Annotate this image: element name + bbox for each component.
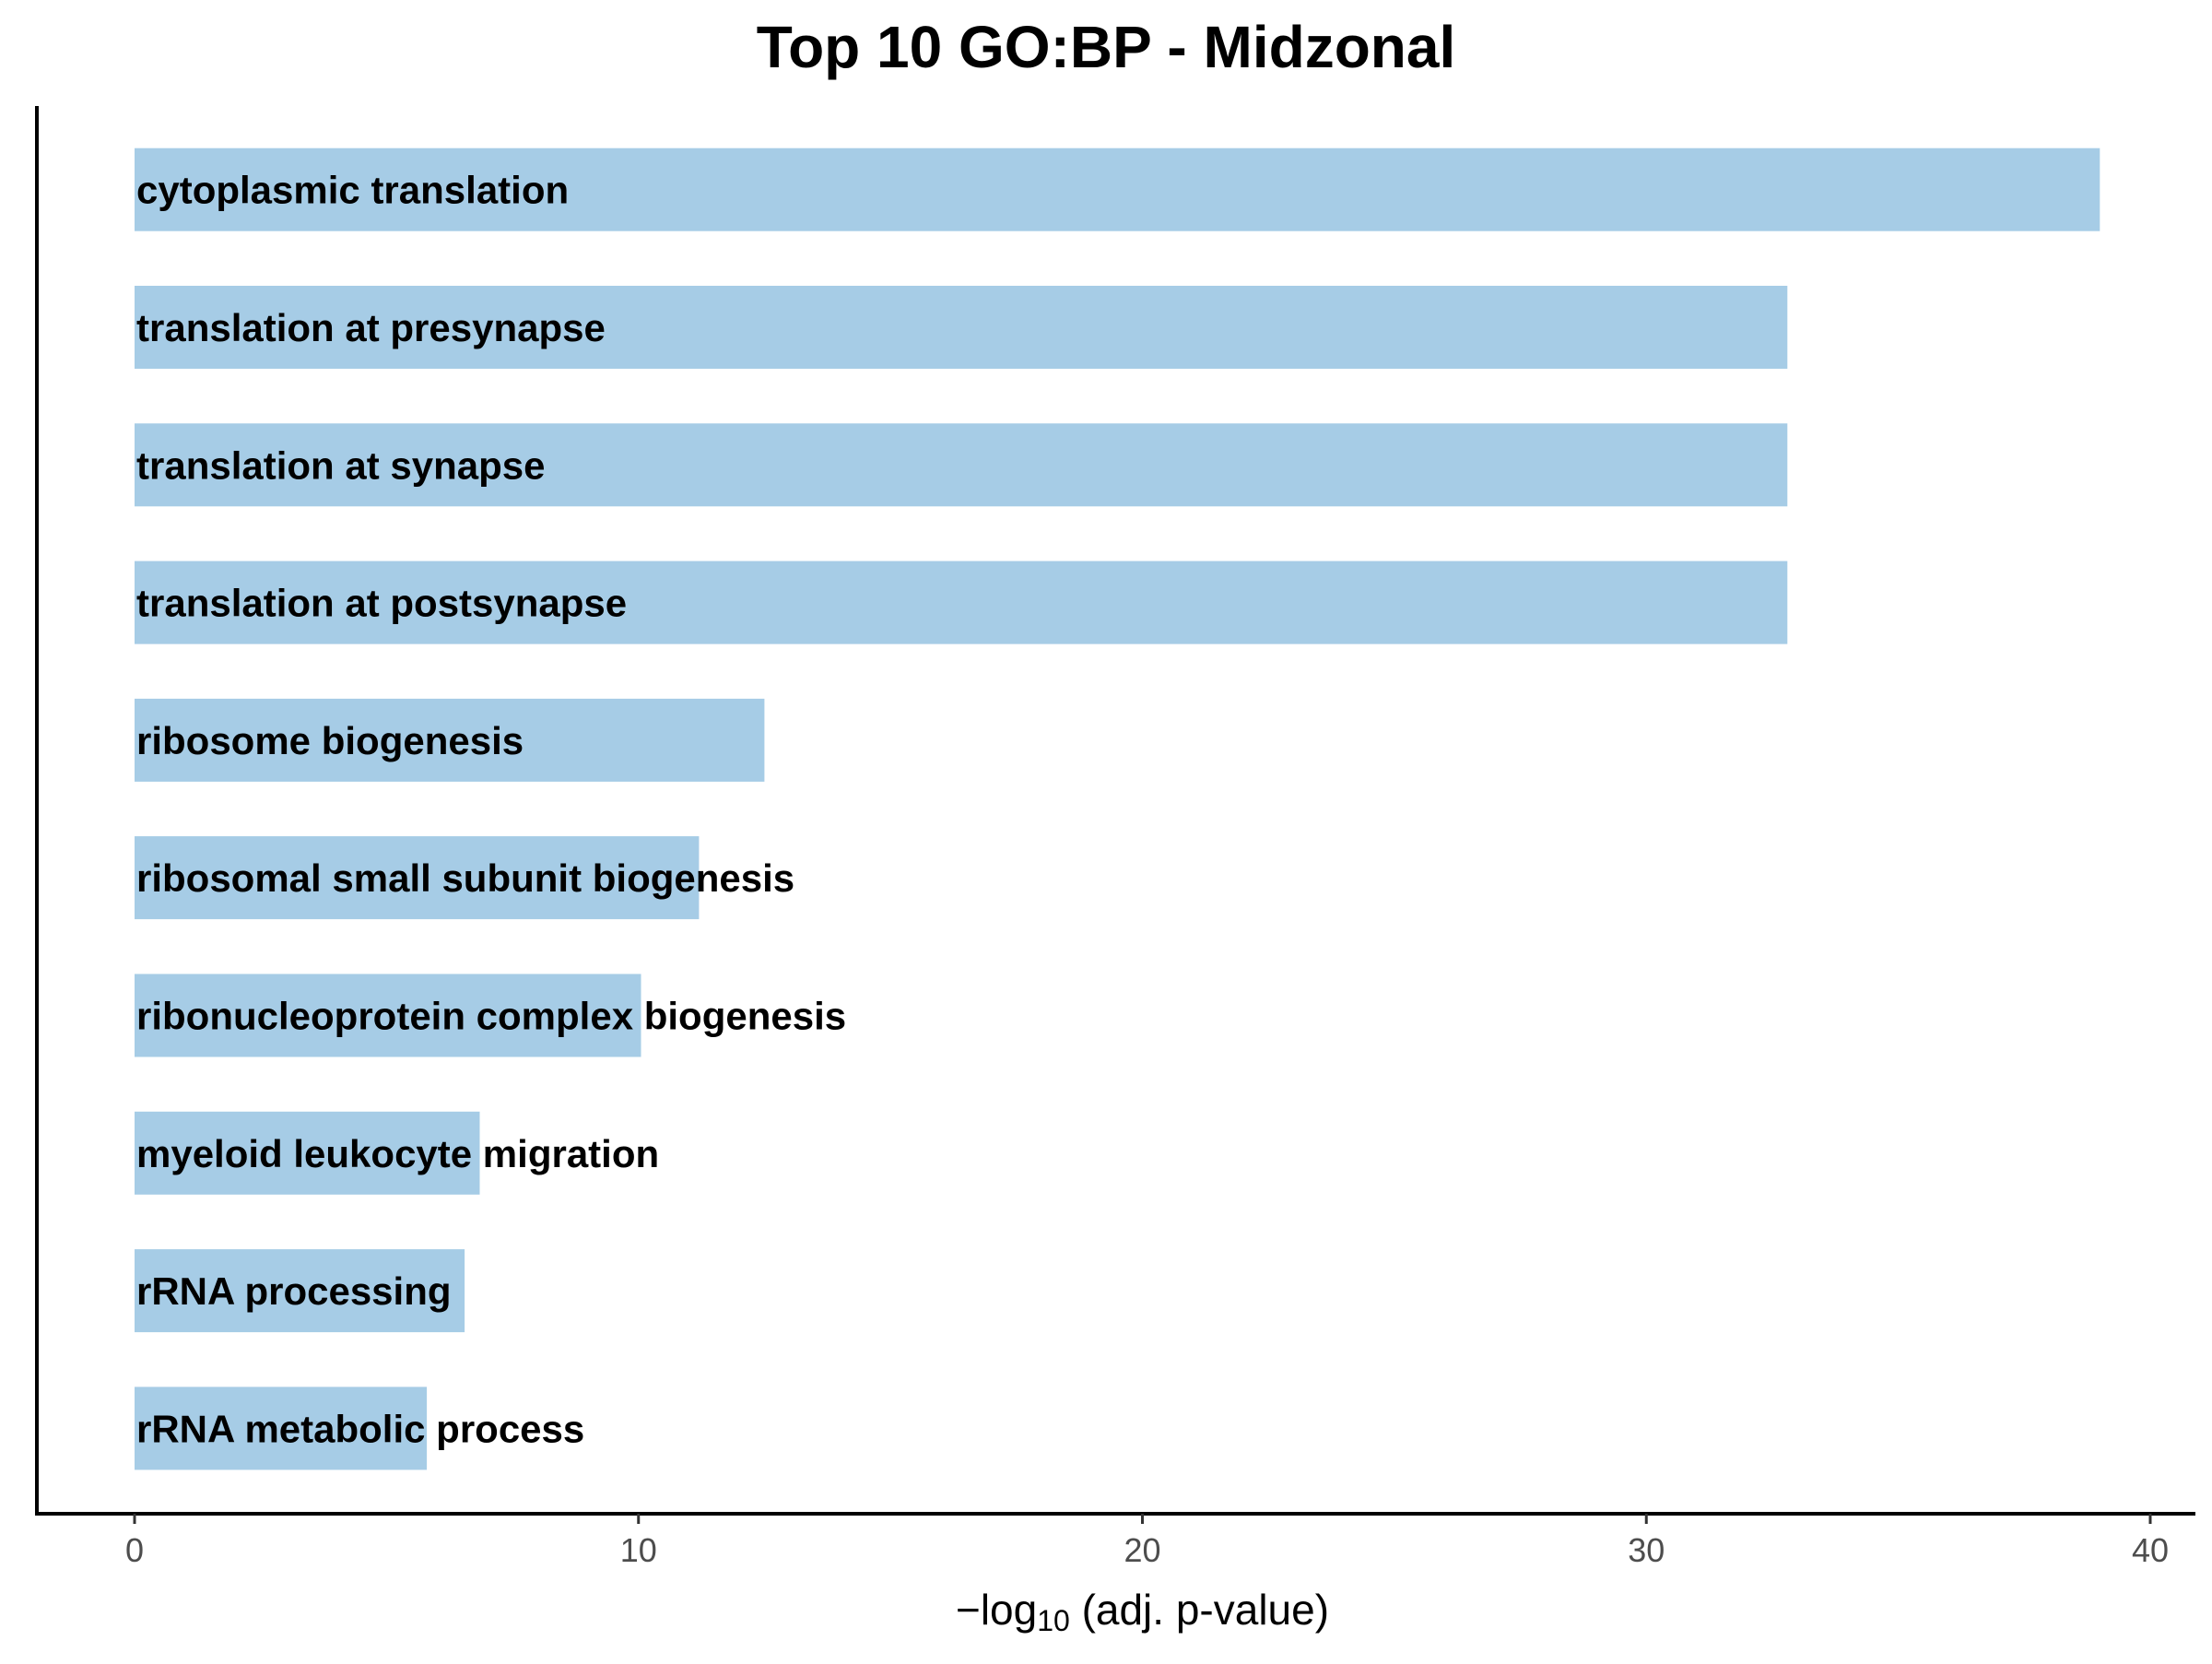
bar-9 bbox=[135, 1249, 465, 1333]
x-axis-title-prefix: −log bbox=[956, 1586, 1037, 1634]
bar-3 bbox=[135, 423, 1788, 507]
bar-label-3: translation at synapse bbox=[136, 443, 545, 487]
x-axis-title: −log10 (adj. p-value) bbox=[956, 1586, 1329, 1637]
bar-label-9: rRNA processing bbox=[136, 1269, 452, 1313]
x-tick-label-2: 20 bbox=[1124, 1531, 1160, 1569]
bar-4 bbox=[135, 561, 1788, 644]
x-tick-label-4: 40 bbox=[2132, 1531, 2169, 1569]
bar-8 bbox=[135, 1111, 480, 1195]
x-tick-label-0: 0 bbox=[125, 1531, 144, 1569]
x-tick-label-3: 30 bbox=[1628, 1531, 1665, 1569]
bar-label-4: translation at postsynapse bbox=[136, 582, 627, 625]
bar-label-5: ribosome biogenesis bbox=[136, 719, 524, 762]
chart-title: Top 10 GO:BP - Midzonal bbox=[756, 14, 1456, 80]
bar-7 bbox=[135, 974, 641, 1057]
bar-label-7: ribonucleoprotein complex biogenesis bbox=[136, 995, 846, 1038]
x-axis-title-subscript: 10 bbox=[1037, 1604, 1070, 1637]
bar-label-2: translation at presynapse bbox=[136, 306, 606, 349]
bar-label-6: ribosomal small subunit biogenesis bbox=[136, 856, 794, 900]
bar-10 bbox=[135, 1387, 428, 1470]
bars-group: cytoplasmic translation translation at pr… bbox=[135, 148, 2100, 1470]
bar-label-10: rRNA metabolic process bbox=[136, 1407, 584, 1450]
x-tick-label-1: 10 bbox=[620, 1531, 657, 1569]
bar-1 bbox=[135, 148, 2100, 231]
x-axis-title-suffix: (adj. p-value) bbox=[1070, 1586, 1329, 1634]
bar-label-8: myeloid leukocyte migration bbox=[136, 1132, 659, 1175]
x-axis-ticks: 0 10 20 30 40 bbox=[125, 1514, 2169, 1569]
bar-5 bbox=[135, 698, 765, 782]
bar-6 bbox=[135, 836, 700, 920]
axes-group bbox=[35, 106, 2195, 1516]
bar-2 bbox=[135, 286, 1788, 369]
bar-label-1: cytoplasmic translation bbox=[136, 169, 569, 212]
